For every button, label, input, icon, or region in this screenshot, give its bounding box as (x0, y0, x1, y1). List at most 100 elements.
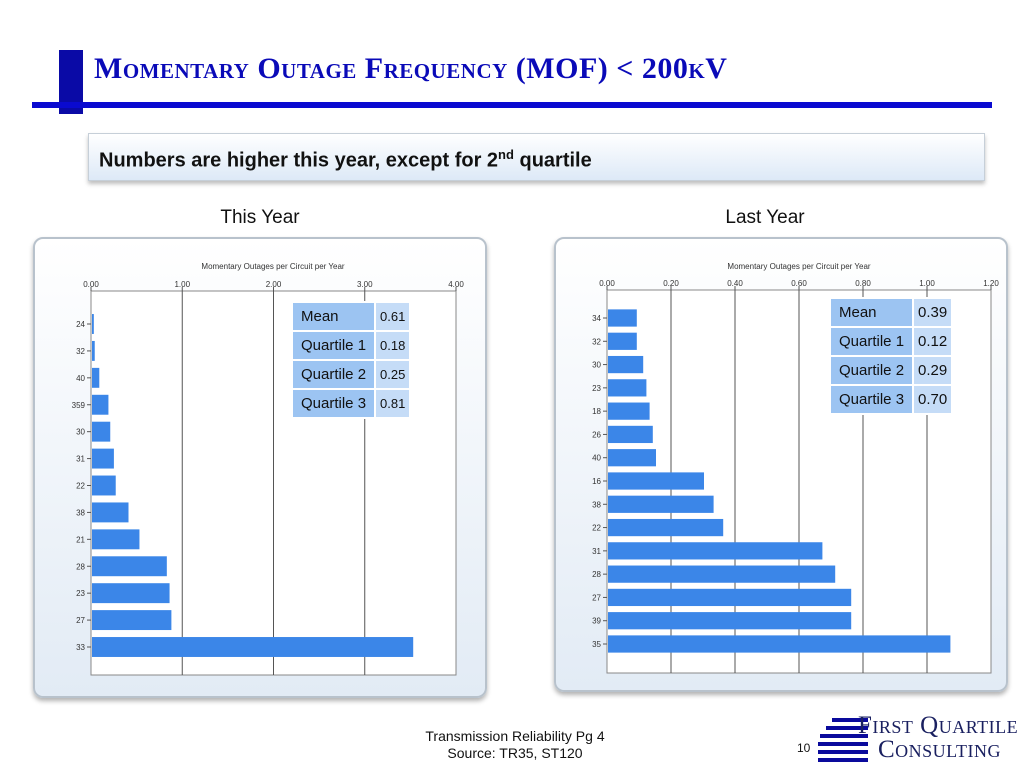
x-tick-label: 4.00 (448, 280, 464, 289)
x-tick-label: 1.00 (919, 279, 935, 288)
bar (608, 425, 653, 444)
x-tick-label: 0.00 (599, 279, 615, 288)
bar (608, 449, 656, 467)
bar (608, 565, 836, 583)
stat-value: 0.61 (376, 303, 410, 330)
y-tick-label: 40 (592, 454, 601, 463)
stat-value: 0.18 (376, 332, 410, 359)
stat-value: 0.70 (914, 386, 952, 413)
stats-row: Quartile 3 0.70 (831, 386, 952, 413)
stat-value: 0.81 (376, 390, 410, 417)
y-tick-label: 26 (592, 430, 601, 439)
stat-label: Mean (293, 303, 375, 330)
headline-banner: Numbers are higher this year, except for… (88, 133, 985, 181)
x-tick-label: 0.40 (727, 279, 743, 288)
headline-text-main: Numbers are higher this year, except for… (99, 149, 499, 172)
chart-this-year: Momentary Outages per Circuit per Year 0.… (72, 262, 464, 676)
stats-table-last-year: Mean 0.39 Quartile 1 0.12 Quartile 2 0.29 Quar… (829, 297, 954, 415)
y-tick-label: 40 (76, 374, 85, 383)
bar (92, 314, 94, 334)
x-tick-label: 0.80 (855, 279, 871, 288)
headline-text: Numbers are higher this year, except for… (99, 147, 592, 173)
y-tick-label: 30 (76, 428, 85, 437)
stat-label: Mean (831, 299, 913, 326)
bar (608, 542, 823, 560)
y-tick-label: 27 (76, 616, 85, 625)
stats-table-this-year: Mean 0.61 Quartile 1 0.18 Quartile 2 0.25 Quar… (291, 301, 412, 419)
headline-superscript: nd (498, 147, 514, 162)
x-tick-label: 0.20 (663, 279, 679, 288)
bar (608, 309, 637, 327)
logo-line-1: First Quartile (858, 712, 1019, 739)
bar (608, 588, 852, 607)
y-tick-label: 33 (76, 643, 85, 652)
page-number: 10 (797, 741, 811, 755)
y-tick-label: 30 (592, 361, 601, 370)
stat-value: 0.29 (914, 357, 952, 384)
stats-row: Quartile 1 0.18 (293, 332, 410, 359)
bar (92, 421, 111, 442)
stat-label: Quartile 3 (293, 390, 375, 417)
bar (92, 637, 414, 657)
y-tick-label: 38 (76, 508, 85, 517)
y-tick-label: 21 (76, 535, 85, 544)
y-tick-label: 22 (592, 524, 601, 533)
x-tick-label: 0.60 (791, 279, 807, 288)
x-tick-label: 2.00 (266, 280, 282, 289)
y-tick-label: 32 (76, 347, 85, 356)
logo-line-2: Consulting (878, 736, 1002, 763)
stats-row: Mean 0.61 (293, 303, 410, 330)
footer-line-1: Transmission Reliability Pg 4 (425, 728, 605, 744)
bar (608, 612, 852, 630)
y-tick-label: 31 (592, 547, 601, 556)
chart-label-last-year: Last Year (725, 207, 805, 228)
y-tick-label: 23 (592, 384, 601, 393)
chart-panel-last-year: Momentary Outages per Circuit per Year 0.… (554, 237, 1008, 692)
bar (92, 502, 129, 523)
y-tick-label: 24 (76, 320, 85, 329)
x-tick-label: 1.20 (983, 279, 999, 288)
bar (608, 379, 647, 397)
stats-row: Quartile 1 0.12 (831, 328, 952, 355)
bar (608, 518, 724, 537)
footer-source: Source: TR35, ST120 (447, 745, 583, 761)
bar (92, 367, 100, 388)
y-tick-label: 39 (592, 617, 601, 626)
chart-title: Momentary Outages per Circuit per Year (727, 262, 871, 271)
title-rule (32, 102, 992, 108)
y-tick-label: 28 (592, 570, 601, 579)
bar (92, 529, 140, 550)
stat-label: Quartile 1 (293, 332, 375, 359)
chart-label-this-year: This Year (220, 207, 300, 228)
y-tick-label: 32 (592, 337, 601, 346)
page-title: Momentary Outage Frequency (MOF) < 200kV (94, 52, 728, 85)
bar (92, 394, 109, 415)
y-tick-label: 38 (592, 500, 601, 509)
bar (608, 332, 637, 350)
stat-value: 0.12 (914, 328, 952, 355)
bar (92, 610, 172, 631)
chart-panel-this-year: Momentary Outages per Circuit per Year 0.… (33, 237, 487, 698)
bar (608, 355, 644, 374)
bar (608, 472, 704, 490)
y-tick-label: 28 (76, 562, 85, 571)
bar (92, 475, 116, 496)
stats-row: Quartile 3 0.81 (293, 390, 410, 417)
bar (92, 583, 170, 604)
x-tick-label: 3.00 (357, 280, 373, 289)
stat-value: 0.39 (914, 299, 952, 326)
y-tick-label: 34 (592, 314, 601, 323)
bar (92, 556, 167, 577)
stat-label: Quartile 2 (831, 357, 913, 384)
bar (92, 340, 95, 361)
y-tick-label: 16 (592, 477, 601, 486)
y-tick-label: 359 (72, 401, 86, 410)
y-tick-label: 31 (76, 455, 85, 464)
stat-label: Quartile 2 (293, 361, 375, 388)
stats-row: Quartile 2 0.29 (831, 357, 952, 384)
y-tick-label: 18 (592, 407, 601, 416)
footer: Transmission Reliability Pg 4 Source: TR… (395, 728, 635, 762)
stat-label: Quartile 1 (831, 328, 913, 355)
chart-title: Momentary Outages per Circuit per Year (201, 262, 345, 271)
stats-row: Mean 0.39 (831, 299, 952, 326)
